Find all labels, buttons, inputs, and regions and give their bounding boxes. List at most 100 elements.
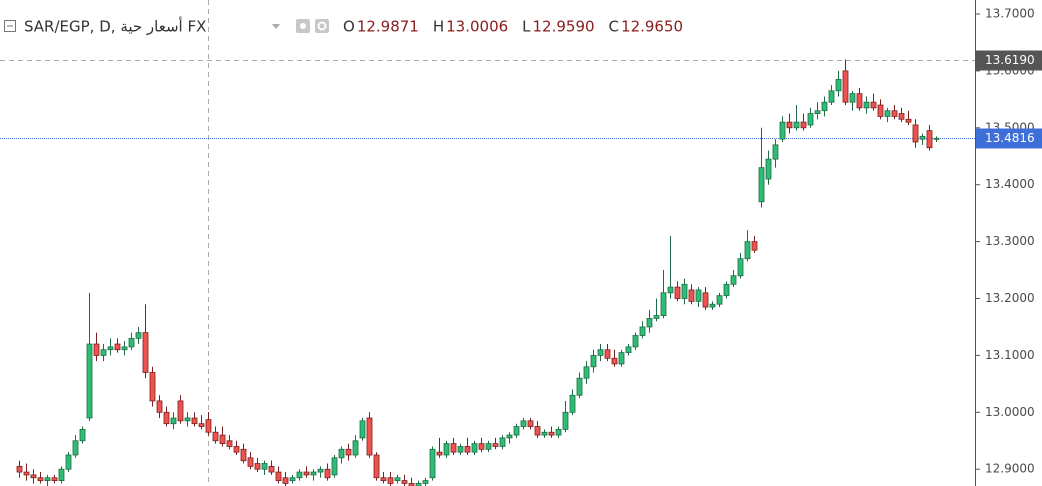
candle-body [800,121,807,129]
candle-body [590,355,597,368]
candle-body [16,465,23,473]
candle-body [44,477,51,481]
candle-body [842,70,849,103]
candle-body [317,468,324,473]
legend-value: 12.9871 [357,18,419,36]
candle-body [247,457,254,467]
candle-body [359,420,366,439]
candle-body [107,346,114,351]
candle-body [709,303,716,308]
candle-body [576,377,583,396]
candle-body [492,443,499,447]
candle-body [653,315,660,319]
candle-body [884,110,891,117]
candle-body [338,448,345,459]
candle-body [254,463,261,470]
dropdown-arrow[interactable] [272,24,280,29]
candle-body [919,135,926,140]
candle-body [534,426,541,436]
candle-body [849,93,856,103]
settings-button[interactable] [315,19,329,33]
candle-body [926,130,933,149]
candle-body [625,346,632,353]
candle-body [877,104,884,117]
candle-body [240,448,247,462]
legend-key: L [522,18,531,36]
collapse-button[interactable] [4,20,16,32]
candle-body [30,474,37,479]
candle-body [471,443,478,453]
candle-body [758,167,765,203]
candle-body [695,289,702,302]
candle-body [716,295,723,305]
candle-body [23,471,30,476]
candle-body [765,158,772,180]
chart-title: SAR/EGP, D, أسعار حية FX [24,17,206,36]
candle-body [212,431,219,442]
candle-body [443,443,450,456]
candle-body [548,431,555,436]
legend-value: 12.9590 [533,18,595,36]
candle-body [604,349,611,359]
candle-body [737,258,744,277]
candle-body [128,337,135,348]
candle-body [457,446,464,453]
candle-body [37,477,44,481]
candle-body [821,101,828,112]
candle-body [856,93,863,109]
candle-body [891,110,898,117]
candle-body [478,443,485,450]
candle-body [541,431,548,436]
candle-body [387,477,394,484]
candle-body [135,332,142,339]
candle-body [730,275,737,285]
candle-body [177,400,184,422]
candle-body [296,471,303,479]
candle-body [366,417,373,456]
candle-body [93,343,100,356]
visibility-icon [300,23,306,29]
candle-body [408,483,415,486]
candle-body [611,357,618,365]
candle-body [303,471,310,476]
candle-body [429,448,436,479]
y-tick-label: 12.9000 [985,462,1035,476]
candle-body [562,411,569,430]
candle-body [674,286,681,299]
candle-body [807,113,814,126]
candle-body [324,468,331,479]
candle-body [450,443,457,453]
crosshair-price-box [976,50,1042,71]
candle-body [51,477,58,481]
candle-body [100,349,107,356]
y-tick-label: 13.3000 [985,234,1035,248]
candle-body [702,292,709,308]
y-tick-label: 13.1000 [985,348,1035,362]
candle-body [681,283,688,299]
candle-body [933,137,940,140]
candle-body [401,480,408,484]
candle-body [793,121,800,129]
candle-body [779,121,786,140]
legend-key: O [343,18,355,36]
candle-body [205,419,212,433]
candle-body [485,443,492,450]
ohlc-legend: O 12.9871 H 13.0006 L 12.9590 C 12.9650 [343,18,683,36]
candle-body [597,349,604,356]
candle-body [352,440,359,456]
legend-value: 12.9650 [621,18,683,36]
candle-body [184,417,191,422]
candle-body [814,110,821,114]
candle-body [828,90,835,103]
y-tick-label: 13.0000 [985,405,1035,419]
candle-body [905,118,912,123]
candle-body [744,241,751,260]
candle-body [835,79,842,92]
candle-body [751,241,758,251]
candle-body [618,352,625,365]
candle-body [499,437,506,447]
last-price-box [976,128,1042,149]
candle-body [142,332,149,373]
y-tick-label: 13.7000 [985,6,1035,20]
